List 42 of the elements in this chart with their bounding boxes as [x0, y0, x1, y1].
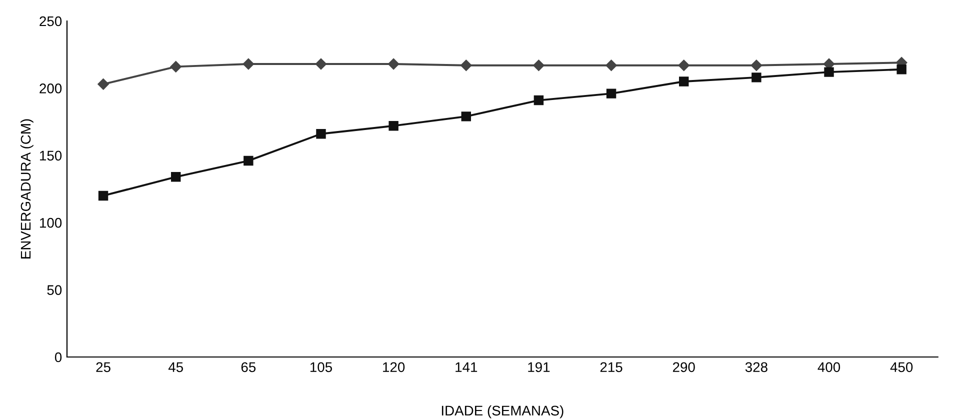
x-axis-title: IDADE (SEMANAS) — [442, 405, 564, 418]
point — [896, 64, 906, 74]
x-tick-label: 45 — [168, 362, 183, 372]
point — [678, 76, 689, 86]
point — [242, 58, 254, 70]
x-tick-label: 400 — [818, 362, 840, 372]
point — [315, 58, 327, 70]
point — [824, 67, 834, 77]
x-tick-label: 65 — [241, 362, 256, 372]
x-tick-label: 191 — [528, 362, 550, 372]
y-tick-label: 250 — [40, 16, 62, 26]
y-tick-label: 150 — [40, 150, 62, 161]
point — [460, 60, 472, 71]
y-tick-label: 0 — [54, 352, 62, 362]
y-axis-title: ENVERGADURA (CM) — [20, 119, 34, 258]
x-tick-label: 450 — [890, 362, 913, 372]
x-tick-label: 328 — [745, 362, 768, 372]
x-tick-label: 105 — [310, 362, 332, 372]
point — [461, 112, 471, 122]
point — [752, 72, 762, 82]
point — [316, 129, 326, 139]
point — [98, 78, 109, 90]
point — [98, 190, 108, 201]
x-tick-label: 141 — [456, 362, 478, 372]
x-tick-label: 25 — [96, 362, 110, 372]
x-tick-label: 215 — [600, 362, 622, 372]
point — [533, 60, 544, 71]
point — [606, 88, 616, 98]
point — [170, 172, 181, 182]
point — [534, 95, 544, 106]
point — [606, 60, 617, 71]
point — [750, 60, 762, 71]
point — [678, 60, 690, 71]
point — [388, 58, 400, 70]
point — [244, 156, 254, 166]
point — [388, 120, 398, 131]
y-tick-label: 100 — [40, 218, 62, 228]
x-tick-label: 120 — [383, 362, 405, 372]
point — [170, 61, 182, 72]
x-tick-label: 290 — [672, 362, 695, 372]
y-tick-label: 50 — [47, 285, 62, 295]
y-tick-label: 200 — [40, 84, 62, 94]
